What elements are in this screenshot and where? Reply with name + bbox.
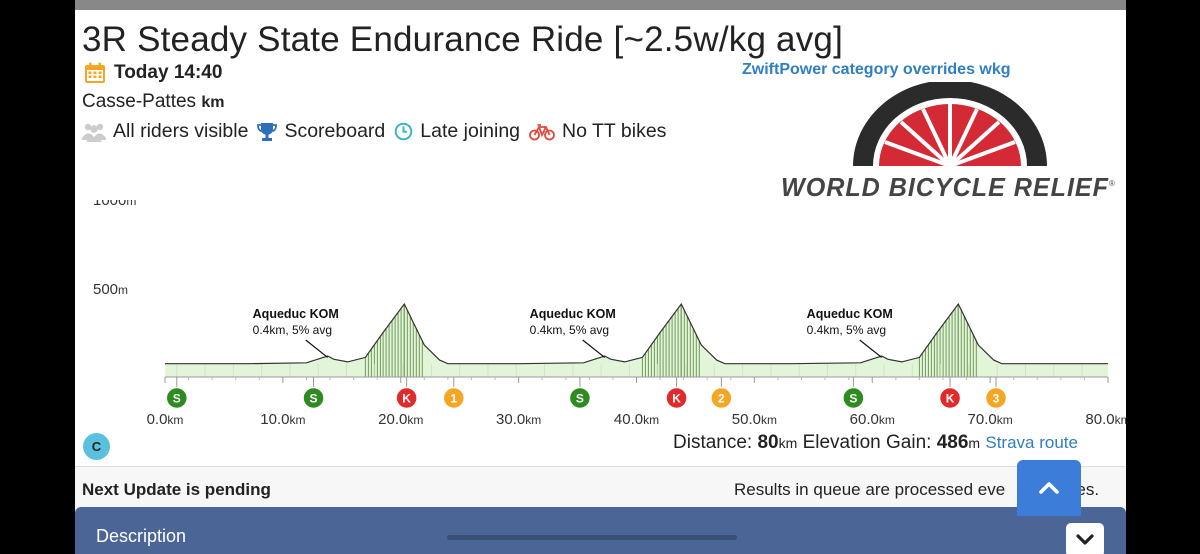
x-tick-label: 30.0km	[496, 411, 541, 428]
feature-label: Late joining	[420, 120, 521, 142]
x-tick-label: 20.0km	[378, 411, 423, 428]
world-bicycle-relief-logo: WORLD BICYCLE RELIEF ®	[781, 82, 1115, 202]
segment-marker-label: S	[576, 392, 584, 406]
segment-marker	[165, 386, 189, 410]
elevation-label: Elevation Gain:	[802, 432, 932, 453]
description-toggle-button[interactable]	[1066, 523, 1104, 554]
bicycle-icon	[529, 123, 555, 140]
y-tick-label: 1000m	[93, 200, 136, 209]
x-tick-label: 40.0km	[614, 411, 659, 428]
route-name[interactable]: Casse-Pattes	[82, 91, 197, 112]
x-tick-label: 10.0km	[260, 411, 305, 428]
x-tick-label: 0.0km	[147, 411, 184, 428]
chevron-up-icon	[1039, 482, 1059, 494]
kom-annotation-pointer	[859, 339, 883, 358]
feature-no-tt-bikes: No TT bikes	[529, 120, 666, 143]
kom-annotation-title: Aqueduc KOM	[530, 307, 616, 321]
distance-label: Distance:	[673, 432, 753, 453]
segment-marker	[442, 386, 466, 410]
feature-scoreboard: Scoreboard	[257, 120, 385, 143]
x-tick-label: 80.0km	[1085, 411, 1126, 428]
chevron-down-icon	[1076, 534, 1094, 545]
svg-text:®: ®	[1109, 179, 1115, 188]
update-status-bar: Next Update is pending Results in queue …	[75, 466, 1126, 510]
kom-annotation-detail: 0.4km, 5% avg	[530, 323, 609, 337]
route-unit: km	[201, 94, 225, 111]
segment-marker-label: S	[173, 392, 181, 406]
segment-marker	[302, 386, 325, 410]
feature-label: All riders visible	[113, 120, 249, 142]
elevation-profile-chart: 500m 1000m 0.0km 10.0km 20.0km 30.0km 40.0km 50…	[93, 200, 1126, 428]
x-tick-label: 70.0km	[968, 411, 1013, 428]
logo-wordmark: WORLD BICYCLE RELIEF	[781, 172, 1109, 202]
queue-info-text-start: Results in queue are processed eve	[734, 480, 1006, 499]
segment-marker	[842, 386, 865, 410]
x-tick-label: 60.0km	[850, 411, 895, 428]
scroll-to-top-button[interactable]	[1017, 460, 1081, 516]
feature-label: No TT bikes	[562, 120, 667, 142]
segment-marker	[938, 386, 962, 410]
feature-late-joining: Late joining	[394, 120, 520, 143]
description-label: Description	[96, 526, 187, 546]
distance-value: 80	[757, 432, 779, 453]
segment-marker-label: K	[672, 392, 681, 406]
segment-marker-label: 3	[993, 392, 1000, 406]
clock-icon	[394, 122, 413, 141]
segment-marker-label: 2	[718, 392, 725, 406]
home-indicator	[447, 535, 737, 540]
event-date: Today 14:40	[84, 62, 222, 84]
top-bar	[75, 0, 1126, 10]
event-features: All riders visible Scoreboard Late joini…	[82, 120, 675, 143]
event-page: 3R Steady State Endurance Ride [~2.5w/kg…	[75, 10, 1126, 554]
feature-all-riders-visible: All riders visible	[82, 120, 248, 143]
calendar-icon	[85, 62, 105, 83]
elevation-line	[165, 302, 1108, 365]
segment-marker	[984, 386, 1008, 410]
segment-marker	[395, 386, 418, 410]
elevation-value: 486	[936, 432, 969, 453]
segment-marker-label: K	[402, 392, 411, 406]
route-info: Casse-Pattes km	[82, 91, 224, 113]
elevation-unit: m	[968, 435, 981, 451]
kom-annotation-detail: 0.4km, 5% avg	[807, 323, 886, 337]
kom-annotation-title: Aqueduc KOM	[807, 307, 893, 321]
segment-marker	[568, 386, 592, 410]
y-tick-label: 500m	[93, 281, 128, 298]
kom-annotation-pointer	[582, 339, 606, 358]
segment-marker	[665, 386, 688, 410]
strava-route-link[interactable]: Strava route	[985, 433, 1078, 452]
x-tick-label: 50.0km	[732, 411, 777, 428]
segment-marker-label: 1	[450, 392, 457, 406]
category-badge[interactable]: C	[83, 433, 110, 460]
distance-unit: km	[778, 435, 798, 451]
kom-annotation-pointer	[305, 339, 329, 358]
segment-marker-label: K	[946, 392, 955, 406]
kom-annotation-detail: 0.4km, 5% avg	[253, 323, 332, 337]
route-summary: Distance: 80km Elevation Gain: 486m Stra…	[673, 432, 1078, 454]
segment-marker	[710, 386, 733, 410]
users-icon	[82, 123, 106, 142]
next-update-text: Next Update is pending	[82, 480, 271, 499]
zwiftpower-note: ZwiftPower category overrides wkg	[742, 61, 1011, 78]
segment-marker-label: S	[310, 392, 318, 406]
kom-annotation-title: Aqueduc KOM	[253, 307, 339, 321]
trophy-icon	[257, 122, 278, 141]
description-panel-header[interactable]: Description	[75, 507, 1126, 554]
event-date-text: Today 14:40	[114, 62, 223, 83]
feature-label: Scoreboard	[284, 120, 386, 142]
segment-marker-label: S	[849, 392, 857, 406]
event-title: 3R Steady State Endurance Ride [~2.5w/kg…	[82, 20, 843, 59]
